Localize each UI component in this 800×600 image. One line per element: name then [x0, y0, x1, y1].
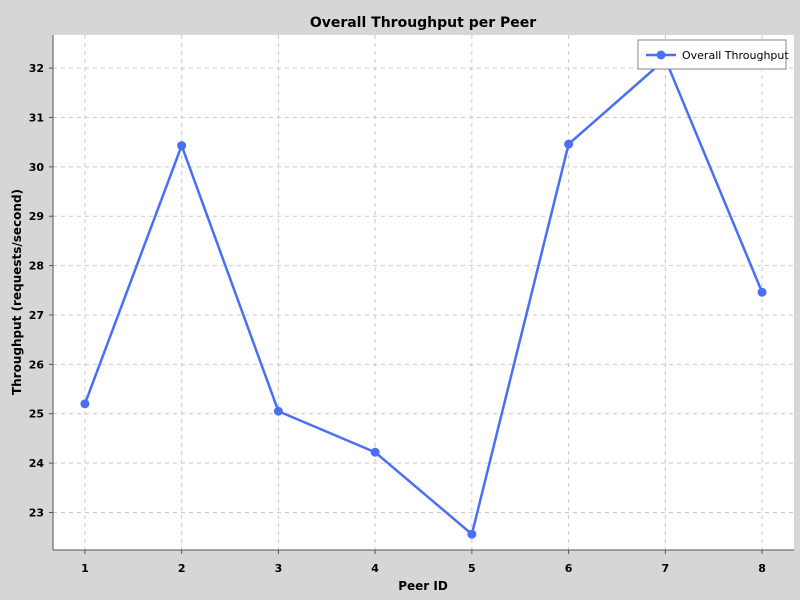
- x-tick-label: 1: [81, 562, 89, 575]
- x-tick-label: 5: [468, 562, 476, 575]
- data-point: [370, 447, 380, 457]
- x-tick-label: 3: [275, 562, 283, 575]
- data-point: [177, 141, 187, 151]
- y-tick-label: 28: [29, 260, 44, 273]
- y-tick-label: 29: [29, 210, 44, 223]
- y-tick-label: 27: [29, 309, 44, 322]
- y-tick-label: 23: [29, 506, 44, 519]
- data-point: [467, 529, 477, 539]
- x-axis-label: Peer ID: [398, 579, 448, 593]
- data-point: [564, 139, 574, 149]
- x-tick-label: 6: [565, 562, 573, 575]
- y-tick-label: 24: [29, 457, 45, 470]
- x-ticks: 1 2 3 4 5 6 7 8: [81, 550, 766, 575]
- data-point: [273, 406, 283, 416]
- legend: Overall Throughput: [637, 39, 789, 70]
- y-tick-label: 30: [29, 161, 45, 174]
- series-line: [83, 57, 764, 536]
- data-point: [80, 399, 90, 409]
- legend-marker: [656, 50, 666, 60]
- x-tick-label: 2: [178, 562, 186, 575]
- data-point: [757, 287, 767, 297]
- y-tick-label: 31: [29, 111, 44, 124]
- chart-title: Overall Throughput per Peer: [310, 15, 536, 31]
- x-tick-label: 4: [371, 562, 379, 575]
- y-tick-label: 32: [29, 62, 44, 75]
- y-tick-label: 26: [29, 358, 45, 371]
- y-ticks: 23 24 25 26 27 28 29 30 31 32: [29, 62, 53, 519]
- x-tick-label: 7: [662, 562, 670, 575]
- y-tick-label: 25: [29, 408, 44, 421]
- x-tick-label: 8: [758, 562, 766, 575]
- plot-area: [53, 35, 794, 550]
- legend-entry-label: Overall Throughput: [682, 49, 789, 62]
- y-axis-label: Throughput (requests/second): [10, 189, 24, 395]
